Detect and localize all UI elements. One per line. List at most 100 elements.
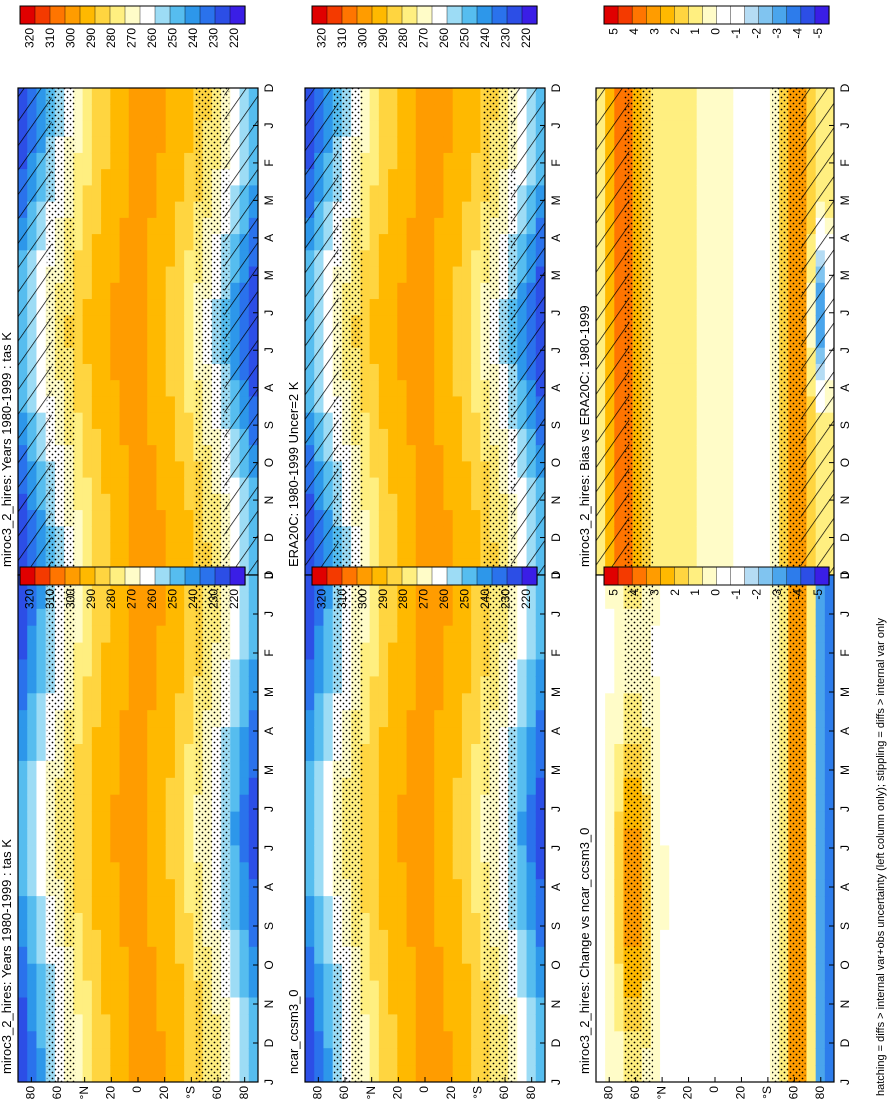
heatmap-cell	[733, 363, 744, 381]
heatmap-cell	[678, 676, 689, 694]
heatmap-cell	[119, 1048, 130, 1066]
heatmap-cell	[733, 461, 744, 479]
heatmap-cell	[147, 396, 158, 414]
heatmap-cell	[388, 744, 398, 762]
heatmap-cell	[360, 152, 371, 170]
heatmap-cell	[471, 185, 481, 203]
heatmap-cell	[360, 120, 371, 138]
heatmap-cell	[660, 250, 670, 268]
heatmap-cell	[378, 169, 389, 186]
heatmap-cell	[156, 136, 167, 154]
heatmap-cell	[669, 727, 679, 745]
heatmap-cell	[650, 217, 661, 235]
heatmap-cell	[742, 727, 753, 745]
heatmap-cell	[110, 477, 121, 495]
heatmap-cell	[425, 445, 435, 462]
x-tick-label: J	[838, 347, 852, 353]
heatmap-cell	[138, 760, 148, 779]
heatmap-cell	[119, 347, 130, 365]
heatmap-cell	[760, 710, 771, 728]
heatmap-cell	[230, 744, 241, 762]
heatmap-cell	[824, 591, 834, 610]
heatmap-cell	[443, 347, 454, 365]
heatmap-cell	[596, 1031, 606, 1049]
heatmap-cell	[128, 201, 139, 219]
heatmap-cell	[660, 185, 670, 203]
heatmap-cell	[742, 347, 753, 365]
heatmap-cell	[82, 493, 93, 511]
x-tick-label: F	[838, 159, 852, 166]
heatmap-cell	[452, 412, 463, 430]
heatmap-cell	[471, 380, 481, 398]
heatmap-cell	[535, 997, 545, 1015]
heatmap-cell	[138, 347, 148, 365]
heatmap-cell	[406, 510, 417, 527]
panel-title: miroc3_2_hires: Bias vs ERA20C: 1980-199…	[577, 305, 592, 567]
heatmap-cell	[36, 676, 47, 694]
heatmap-cell	[73, 217, 84, 235]
heatmap-cell	[596, 727, 606, 745]
heatmap-cell	[27, 929, 38, 948]
heatmap-cell	[669, 217, 679, 235]
heatmap-cell	[461, 896, 472, 914]
heatmap-cell	[156, 380, 167, 398]
heatmap-cell	[397, 727, 408, 745]
y-tick-label: 80	[524, 1086, 538, 1100]
heatmap-cell	[678, 625, 689, 644]
heatmap-cell	[605, 879, 615, 897]
x-tick-label: M	[838, 270, 852, 280]
heatmap-cell	[248, 1031, 258, 1049]
heatmap-cell	[614, 879, 625, 897]
heatmap-cell	[91, 510, 102, 527]
heatmap-cell	[760, 88, 771, 105]
heatmap-cell	[434, 201, 445, 219]
heatmap-cell	[369, 828, 380, 846]
heatmap-cell	[650, 1065, 661, 1082]
heatmap-cell	[369, 412, 380, 430]
heatmap-cell	[733, 862, 744, 880]
heatmap-cell	[174, 428, 185, 446]
heatmap-cell	[471, 997, 481, 1015]
heatmap-cell	[27, 625, 38, 644]
heatmap-cell	[696, 642, 707, 661]
heatmap-cell	[388, 363, 398, 381]
heatmap-cell	[425, 477, 435, 495]
heatmap-cell	[415, 963, 426, 982]
heatmap-cell	[73, 266, 84, 284]
heatmap-cell	[678, 88, 689, 105]
heatmap-cell	[174, 347, 185, 365]
heatmap-cell	[110, 896, 121, 914]
heatmap-cell	[138, 997, 148, 1015]
heatmap-cell	[669, 88, 679, 105]
heatmap-cell	[687, 862, 698, 880]
heatmap-cell	[687, 929, 698, 948]
heatmap-cell	[806, 811, 817, 830]
heatmap-cell	[406, 946, 417, 965]
heatmap-cell	[91, 331, 102, 349]
heatmap-cell	[73, 642, 84, 661]
heatmap-cell	[452, 1014, 463, 1032]
heatmap-cell	[388, 1031, 398, 1049]
heatmap-cell	[605, 676, 615, 694]
heatmap-cell	[751, 710, 762, 728]
heatmap-cell	[91, 676, 102, 694]
heatmap-cell	[760, 913, 771, 931]
heatmap-cell	[305, 659, 315, 677]
x-tick-label: O	[262, 458, 276, 467]
heatmap-cell	[669, 997, 679, 1015]
heatmap-cell	[443, 217, 454, 235]
heatmap-cell	[471, 963, 481, 982]
heatmap-cell	[323, 997, 334, 1015]
heatmap-cell	[434, 963, 445, 982]
heatmap-cell	[669, 493, 679, 511]
heatmap-cell	[678, 642, 689, 661]
heatmap-cell	[73, 136, 84, 154]
heatmap-cell	[760, 428, 771, 446]
heatmap-cell	[174, 913, 185, 931]
heatmap-cell	[239, 963, 250, 982]
heatmap-cell	[248, 845, 258, 863]
heatmap-cell	[443, 980, 454, 999]
heatmap-cell	[156, 896, 167, 914]
heatmap-cell	[452, 266, 463, 284]
heatmap-cell	[184, 676, 194, 694]
